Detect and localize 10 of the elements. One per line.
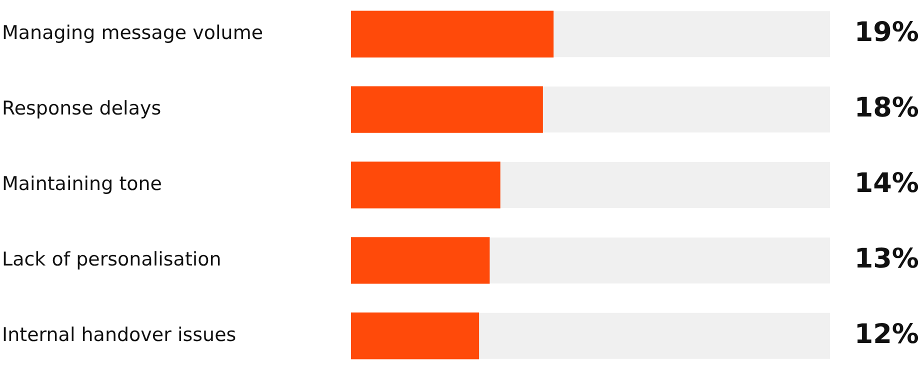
data-label: 13% xyxy=(854,243,919,274)
y-tick-label: Response delays xyxy=(2,97,162,120)
y-tick-label: Lack of personalisation xyxy=(2,248,222,270)
data-label: 18% xyxy=(854,92,919,124)
y-tick-label: Maintaining tone xyxy=(2,172,162,195)
data-label: 19% xyxy=(854,17,919,48)
y-tick-label: Managing message volume xyxy=(2,22,264,44)
data-label: 12% xyxy=(854,318,919,350)
y-tick-label: Internal handover issues xyxy=(2,324,236,346)
data-label: 14% xyxy=(854,168,919,200)
